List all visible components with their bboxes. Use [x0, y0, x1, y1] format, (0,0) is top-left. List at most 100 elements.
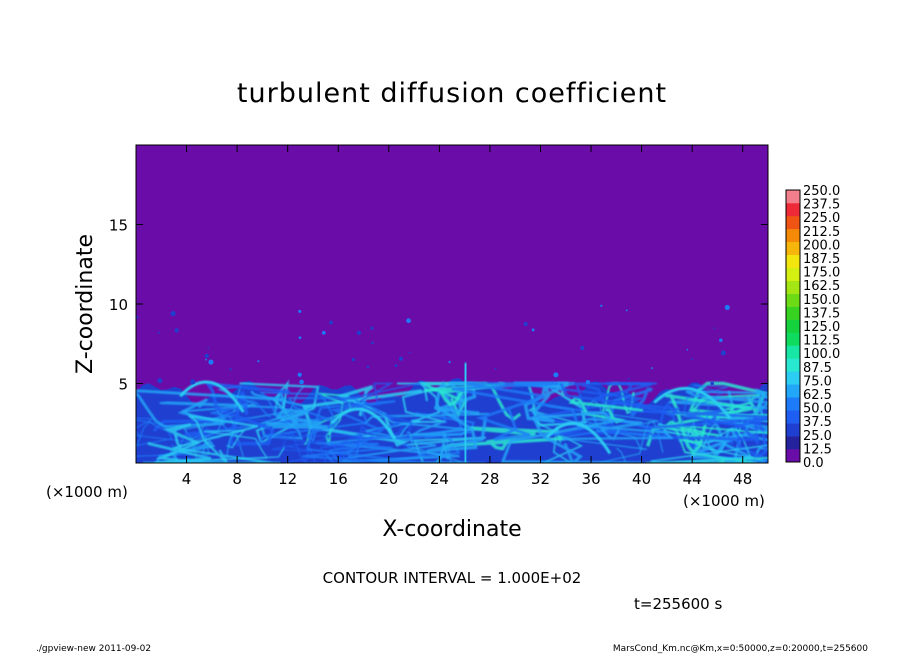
- field-streak: [442, 426, 566, 451]
- field-streak: [747, 446, 768, 463]
- colorbar-swatch: [786, 293, 800, 307]
- field-arc: [545, 421, 612, 455]
- field-streak: [136, 389, 285, 429]
- colorbar-swatch: [786, 241, 800, 256]
- field-blob: [329, 320, 333, 325]
- field-arc: [330, 407, 397, 440]
- field-streak: [304, 392, 352, 446]
- y-axis: 5 10 15: [109, 217, 768, 394]
- field-streak: [645, 423, 768, 463]
- field-blob: [298, 336, 302, 340]
- colorbar-label: 225.0: [803, 211, 840, 226]
- field-arc: [179, 380, 245, 413]
- x-tick-label: 48: [733, 470, 752, 488]
- field-blob: [585, 379, 591, 385]
- colorbar-swatch: [786, 306, 800, 320]
- colorbar-label: 150.0: [803, 293, 840, 308]
- field-streak: [301, 441, 421, 463]
- x-tick-label: 4: [182, 470, 192, 488]
- colorbar-swatch: [786, 332, 800, 346]
- colorbar-swatch: [786, 228, 800, 243]
- x-tick-label: 36: [581, 470, 600, 488]
- colorbar-frame: [785, 189, 801, 463]
- contour-interval: CONTOUR INTERVAL = 1.000E+02: [323, 569, 582, 587]
- colorbar-label: 137.5: [803, 306, 840, 321]
- field-blob: [494, 367, 497, 370]
- colorbar-label: 50.0: [803, 402, 832, 417]
- field-blob: [686, 348, 689, 351]
- x-tick-label: 8: [232, 470, 242, 488]
- field-blob: [691, 358, 694, 360]
- field-blob: [370, 326, 374, 330]
- x-axis: 4 8 12 16 20 24 28 32 36 40 44 48: [182, 145, 752, 488]
- field-blob: [205, 358, 208, 361]
- colorbar-label: 237.5: [803, 198, 840, 213]
- field-blob: [651, 367, 653, 370]
- field-streak: [181, 430, 237, 463]
- field-blob: [204, 353, 209, 358]
- field-streak: [272, 435, 370, 463]
- field-streak: [597, 420, 664, 463]
- time-label: t=255600 s: [634, 595, 722, 613]
- field-blob: [356, 330, 362, 336]
- colorbar-label: 75.0: [803, 374, 832, 389]
- field-blob: [398, 356, 403, 361]
- x-tick-label: 40: [632, 470, 651, 488]
- y-tick-label: 5: [118, 376, 128, 394]
- field-arc: [653, 386, 732, 420]
- field-streak: [324, 432, 486, 463]
- field-blob: [625, 309, 628, 312]
- field-layer: [136, 304, 768, 463]
- field-blob: [299, 379, 304, 385]
- colorbar-swatch: [786, 319, 800, 333]
- field-blob: [448, 360, 451, 364]
- colorbar-swatch: [786, 410, 800, 424]
- colorbar-label: 62.5: [803, 388, 832, 403]
- x-tick-label: 24: [430, 470, 449, 488]
- colorbar-label: 112.5: [803, 334, 840, 349]
- field-streak: [559, 382, 681, 418]
- footer-left: ./gpview-new 2011-09-02: [36, 644, 151, 654]
- field-blob: [523, 322, 528, 326]
- field-blob: [321, 330, 326, 335]
- field-streak: [406, 431, 465, 463]
- field-blob: [174, 328, 179, 333]
- field-blob: [710, 381, 714, 386]
- field-blob: [257, 360, 260, 363]
- chart-title: turbulent diffusion coefficient: [237, 78, 667, 109]
- colorbar-swatch: [786, 436, 800, 450]
- colorbar-label: 162.5: [803, 279, 840, 294]
- colorbar-label: 12.5: [803, 442, 832, 457]
- field-blob: [170, 311, 176, 317]
- y-axis-label: Z-coordinate: [73, 234, 98, 374]
- field-blob: [207, 347, 210, 350]
- colorbar-swatch: [786, 384, 800, 398]
- colorbar-swatch: [786, 423, 800, 437]
- field-blob: [627, 377, 630, 380]
- colorbar-swatch: [786, 190, 800, 204]
- field-streak: [180, 430, 285, 462]
- colorbar-label: 200.0: [803, 238, 840, 253]
- colorbar-swatch: [786, 449, 800, 463]
- field-plume: [462, 362, 468, 463]
- field-blob: [713, 327, 716, 330]
- field-blob: [208, 359, 214, 365]
- boundary-layer-fill: [136, 377, 768, 463]
- colorbar-swatch: [786, 397, 800, 411]
- field-blob: [720, 350, 726, 356]
- colorbar-swatch: [786, 202, 800, 217]
- field-blob: [366, 365, 370, 369]
- field-streak: [680, 384, 729, 428]
- colorbar: 0.012.525.037.550.062.575.087.5100.0112.…: [785, 184, 840, 471]
- colorbar-swatch: [786, 345, 800, 359]
- field-blob: [351, 357, 356, 362]
- colorbar-label: 250.0: [803, 184, 840, 199]
- x-tick-label: 16: [329, 470, 348, 488]
- x-axis-unit: (×1000 m): [683, 492, 765, 510]
- field-streak: [650, 427, 768, 463]
- field-blob: [229, 368, 232, 371]
- field-blob: [157, 378, 163, 384]
- footer-right: MarsCond_Km.nc@Km,x=0:50000,z=0:20000,t=…: [613, 644, 868, 654]
- field-streak: [320, 425, 404, 463]
